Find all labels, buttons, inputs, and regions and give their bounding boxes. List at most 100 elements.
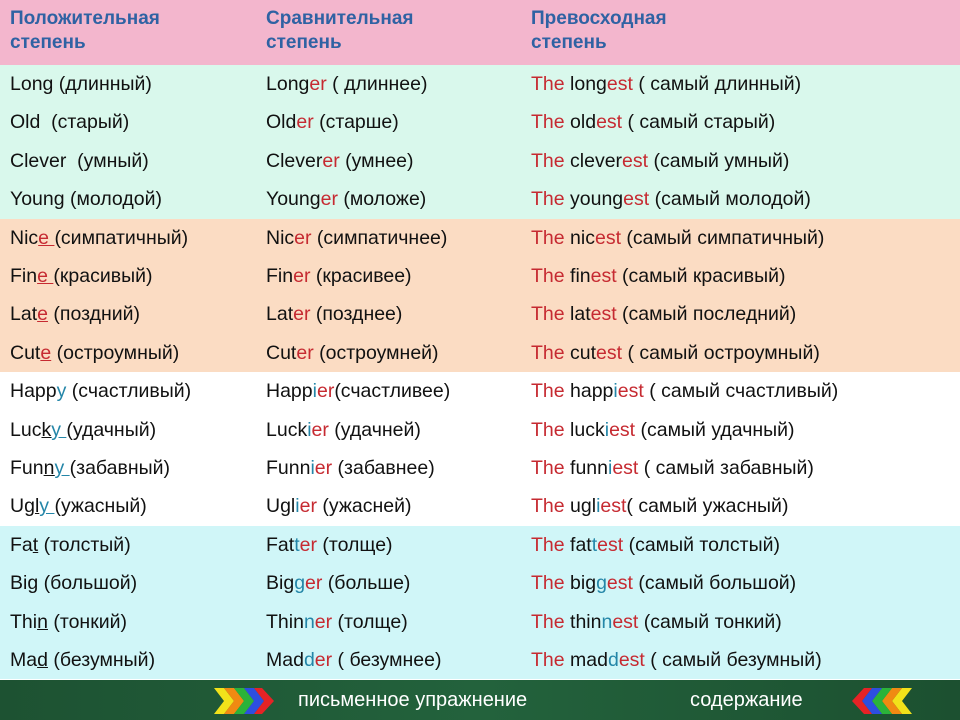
word-text: (удачный): [66, 418, 157, 441]
word-text: t: [32, 533, 39, 556]
word-text: (самый большой): [632, 572, 797, 595]
cell-superlative: The nicest (самый симпатичный): [531, 219, 824, 257]
highlighted-letters: The: [531, 73, 565, 95]
word-text: Long (длинный): [10, 73, 152, 95]
highlighted-letters: t: [294, 533, 300, 556]
cell-positive: Young (молодой): [10, 180, 162, 218]
table-header: Положительная степень Сравнительная степен…: [0, 0, 960, 65]
word-text: (тонкий): [47, 610, 128, 633]
highlighted-letters: est: [590, 265, 617, 287]
highlighted-letters: er: [299, 495, 317, 518]
table-row: Nice (симпатичный) Nicer (симпатичнее) The…: [0, 218, 960, 257]
cell-comparative: Older (старше): [266, 103, 399, 141]
word-text: Fun: [10, 457, 44, 479]
highlighted-letters: i: [312, 380, 317, 403]
word-text: (самый последний): [616, 303, 797, 326]
highlighted-letters: n: [303, 610, 315, 633]
word-text: ( самый безумный): [644, 649, 822, 671]
highlighted-letters: i: [310, 457, 315, 479]
cell-comparative: Uglier (ужасней): [266, 487, 411, 525]
cell-superlative: The happiest ( самый счастливый): [531, 372, 838, 410]
word-text: old: [564, 111, 597, 134]
highlighted-letters: d: [607, 649, 619, 671]
word-text: (моложе): [337, 188, 427, 211]
header-comparative-degree: Сравнительная степень: [266, 8, 414, 53]
highlighted-letters: The: [531, 610, 565, 633]
word-text: Cut: [10, 341, 41, 364]
word-text: luck: [564, 418, 605, 441]
word-text: Ma: [10, 649, 38, 671]
cell-positive: Old (старый): [10, 103, 129, 141]
word-text: ugl: [564, 495, 597, 518]
word-text: Thin: [266, 610, 304, 633]
table-row: Big (большой) Bigger (больше) The biggest …: [0, 564, 960, 603]
cell-comparative: Nicer (симпатичнее): [266, 219, 447, 257]
highlighted-letters: y: [51, 418, 67, 441]
highlighted-letters: est: [606, 73, 633, 95]
word-text: ( самый длинный): [632, 73, 802, 95]
highlighted-letters: er: [322, 149, 340, 172]
contents-link[interactable]: содержание: [690, 689, 803, 711]
table-row: Fat (толстый) Fatter (толще) The fattest (…: [0, 525, 960, 565]
highlighted-letters: er: [299, 533, 317, 556]
highlighted-letters: est: [594, 226, 621, 249]
word-text: nic: [564, 226, 595, 249]
cell-positive: Ugly (ужасный): [10, 487, 147, 525]
table-row: Ugly (ужасный) Uglier (ужасней) The uglies…: [0, 487, 960, 526]
word-text: Old: [266, 111, 297, 134]
prev-chevrons-icon[interactable]: [852, 686, 912, 716]
word-text: ( самый остроумный): [622, 341, 820, 364]
highlighted-letters: The: [531, 572, 565, 595]
cell-superlative: The thinnest (самый тонкий): [531, 603, 782, 641]
highlighted-letters: e: [37, 303, 48, 326]
word-text: (толще): [332, 610, 408, 633]
word-text: Happ: [266, 380, 313, 403]
cell-comparative: Thinner (толще): [266, 603, 408, 641]
written-exercise-link[interactable]: письменное упражнение: [298, 689, 528, 711]
highlighted-letters: y: [56, 380, 67, 403]
word-text: fin: [564, 265, 591, 287]
word-text: Ugl: [266, 495, 296, 518]
cell-comparative: Funnier (забавнее): [266, 449, 435, 487]
word-text: (симпатичнее): [311, 226, 448, 249]
word-text: Happ: [10, 380, 57, 403]
word-text: (счастливый): [66, 380, 192, 403]
cell-positive: Big (большой): [10, 564, 137, 602]
word-text: (старше): [313, 111, 399, 134]
highlighted-letters: The: [531, 533, 565, 556]
word-text: (самый красивый): [616, 265, 786, 287]
word-text: Lat: [10, 303, 38, 326]
word-text: n: [43, 457, 55, 479]
next-chevrons-icon[interactable]: [214, 686, 274, 716]
word-text: Luck: [266, 418, 308, 441]
highlighted-letters: est: [600, 495, 627, 518]
highlighted-letters: The: [531, 149, 565, 172]
word-text: Bi: [10, 572, 28, 595]
word-text: (красивее): [310, 265, 412, 287]
highlighted-letters: er: [305, 572, 323, 595]
word-text: Clever (умный): [10, 149, 149, 172]
highlighted-letters: est: [590, 303, 617, 326]
cell-comparative: Finer (красивее): [266, 257, 412, 295]
word-text: (толстый): [38, 533, 131, 556]
table-row: Fine (красивый) Finer (красивее) The fines…: [0, 257, 960, 296]
word-text: k: [41, 418, 52, 441]
cell-superlative: The funniest ( самый забавный): [531, 449, 814, 487]
word-text: fat: [564, 533, 592, 556]
cell-superlative: The maddest ( самый безумный): [531, 641, 822, 679]
word-text: Lat: [266, 303, 294, 326]
word-text: (умнее): [339, 149, 414, 172]
word-text: d: [37, 649, 48, 671]
cell-superlative: The biggest (самый большой): [531, 564, 796, 602]
word-text: ( безумнее): [332, 649, 442, 671]
highlighted-letters: est: [618, 649, 645, 671]
highlighted-letters: e: [40, 341, 52, 364]
table-row: Mad (безумный) Madder ( безумнее) The madd…: [0, 641, 960, 680]
word-text: (самый молодой): [649, 188, 811, 211]
word-text: (поздний): [47, 303, 141, 326]
word-text: (самый симпатичный): [620, 226, 825, 249]
cell-positive: Mad (безумный): [10, 641, 155, 679]
highlighted-letters: er: [309, 73, 327, 95]
word-text: (симпатичный): [54, 226, 189, 249]
word-text: ( самый счастливый): [643, 380, 839, 403]
